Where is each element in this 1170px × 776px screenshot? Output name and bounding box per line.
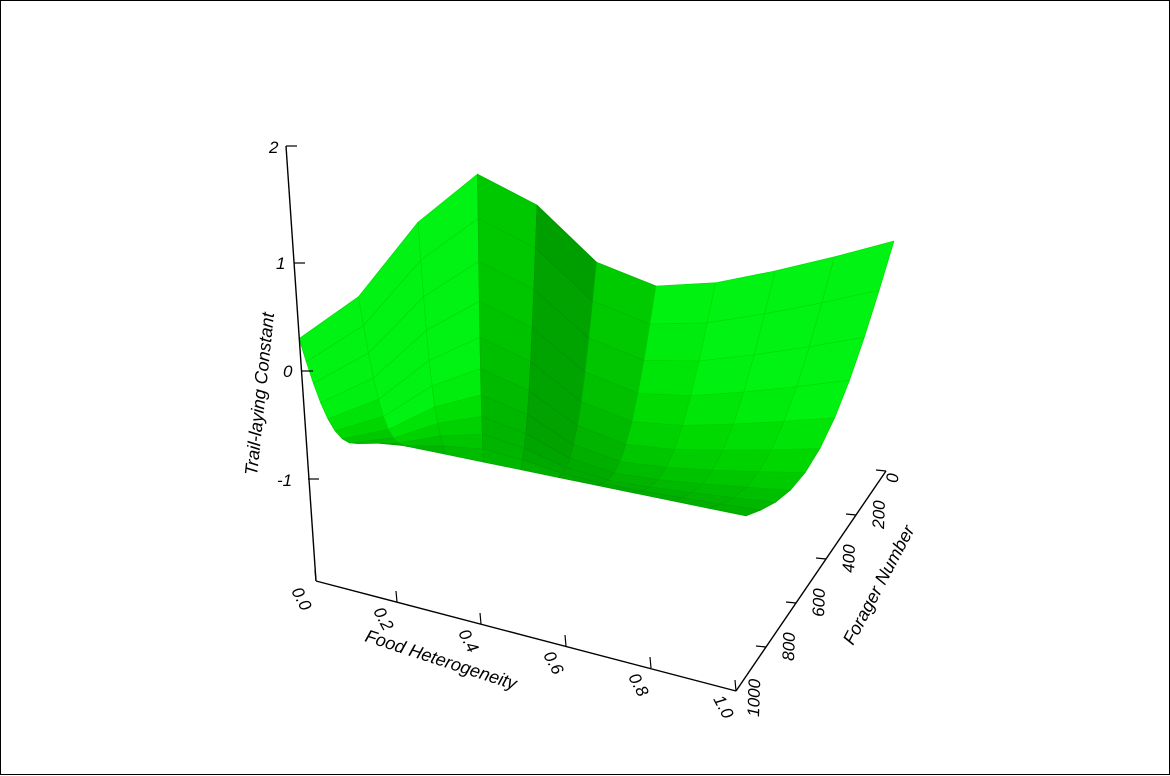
surface-patch xyxy=(403,445,447,455)
surface-patch xyxy=(821,240,895,304)
y-tick-label: 1000 xyxy=(744,678,764,717)
x-tick-mark xyxy=(479,612,482,625)
x-tick-mark xyxy=(395,590,398,603)
x-tick-mark xyxy=(314,569,317,582)
y-tick-label: 0 xyxy=(883,472,902,483)
surface-mesh xyxy=(298,173,895,517)
y-tick-label: 600 xyxy=(809,588,829,618)
z-axis-title: Trail-laying Constant xyxy=(241,310,278,476)
x-tick-label: 0.6 xyxy=(539,648,567,678)
y-tick-mark xyxy=(755,645,767,648)
y-tick-mark xyxy=(815,557,827,560)
x-tick-label: 0.8 xyxy=(624,670,652,700)
x-tick-mark xyxy=(564,634,567,647)
surface-patch xyxy=(631,393,692,426)
x-tick-mark xyxy=(734,679,737,692)
x-tick-label: 0.0 xyxy=(287,584,315,614)
x-axis-line xyxy=(315,580,737,692)
y-tick-mark xyxy=(785,601,797,604)
y-tick-label: 800 xyxy=(779,632,799,662)
z-tick-label: 0 xyxy=(283,362,293,381)
x-axis: 0.0 0.2 0.4 0.6 0.8 1.0 Food Heterogenei… xyxy=(287,569,738,722)
y-tick-label: 200 xyxy=(869,500,889,531)
y-tick-label: 400 xyxy=(839,544,859,574)
z-axis-line xyxy=(285,145,317,582)
x-tick-label: 0.4 xyxy=(454,626,482,656)
x-axis-title: Food Heterogeneity xyxy=(363,626,520,694)
y-axis-line xyxy=(735,470,887,692)
y-axis-title: Forager Number xyxy=(839,521,919,648)
x-tick-mark xyxy=(649,656,652,669)
surface-patch xyxy=(625,421,684,450)
z-tick-label: 2 xyxy=(268,138,279,157)
surface-patch xyxy=(649,282,716,325)
surface-patch xyxy=(637,360,700,396)
z-tick-label: 1 xyxy=(276,254,285,273)
surface-patch xyxy=(643,322,708,362)
x-tick-label: 1.0 xyxy=(709,692,737,722)
z-tick-label: -1 xyxy=(277,471,292,490)
y-tick-mark xyxy=(845,513,857,516)
y-tick-mark xyxy=(875,469,887,472)
